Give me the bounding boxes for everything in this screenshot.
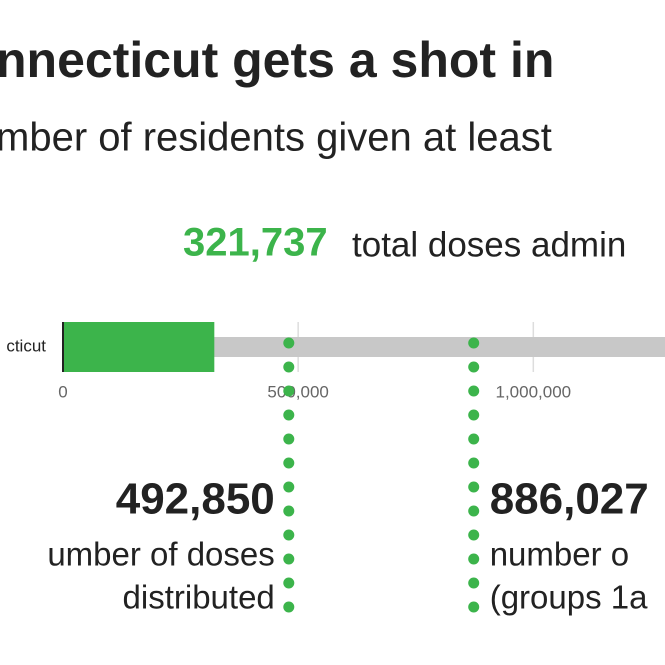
marker-dot <box>283 385 295 397</box>
bar <box>63 322 215 372</box>
y-tick-label: cticut <box>6 336 46 355</box>
annotation-value: 886,027 <box>490 475 649 524</box>
marker-dot <box>468 337 480 349</box>
marker-dot <box>283 361 295 373</box>
marker-dot <box>468 601 480 613</box>
marker-dot <box>283 505 295 517</box>
marker-dot <box>468 457 480 469</box>
marker-dot <box>283 433 295 445</box>
dotted-marker <box>283 337 295 613</box>
total-text: total doses admin <box>352 225 626 264</box>
marker-dot <box>283 529 295 541</box>
marker-dot <box>468 577 480 589</box>
marker-dot <box>468 553 480 565</box>
marker-dot <box>283 409 295 421</box>
x-tick-label: 1,000,000 <box>495 382 571 401</box>
marker-dot <box>468 433 480 445</box>
marker-dot <box>468 409 480 421</box>
dotted-marker <box>468 337 480 613</box>
marker-dot <box>283 481 295 493</box>
x-tick-label: 500,000 <box>267 382 328 401</box>
annotation-text: distributed <box>123 579 275 616</box>
marker-dot <box>468 529 480 541</box>
marker-dot <box>468 481 480 493</box>
annotation-text: umber of doses <box>47 536 274 573</box>
annotation-text: number o <box>490 536 629 573</box>
marker-dot <box>468 505 480 517</box>
annotation-text: (groups 1a <box>490 579 648 616</box>
marker-dot <box>283 553 295 565</box>
marker-dot <box>283 577 295 589</box>
marker-dot <box>283 337 295 349</box>
total-value: 321,737 <box>183 221 328 265</box>
marker-dot <box>283 457 295 469</box>
marker-dot <box>468 385 480 397</box>
marker-dot <box>283 601 295 613</box>
chart-title: nnecticut gets a shot in <box>0 32 554 88</box>
chart-subtitle: mber of residents given at least <box>0 116 552 160</box>
annotation-value: 492,850 <box>116 475 275 524</box>
x-tick-label: 0 <box>58 382 67 401</box>
marker-dot <box>468 361 480 373</box>
